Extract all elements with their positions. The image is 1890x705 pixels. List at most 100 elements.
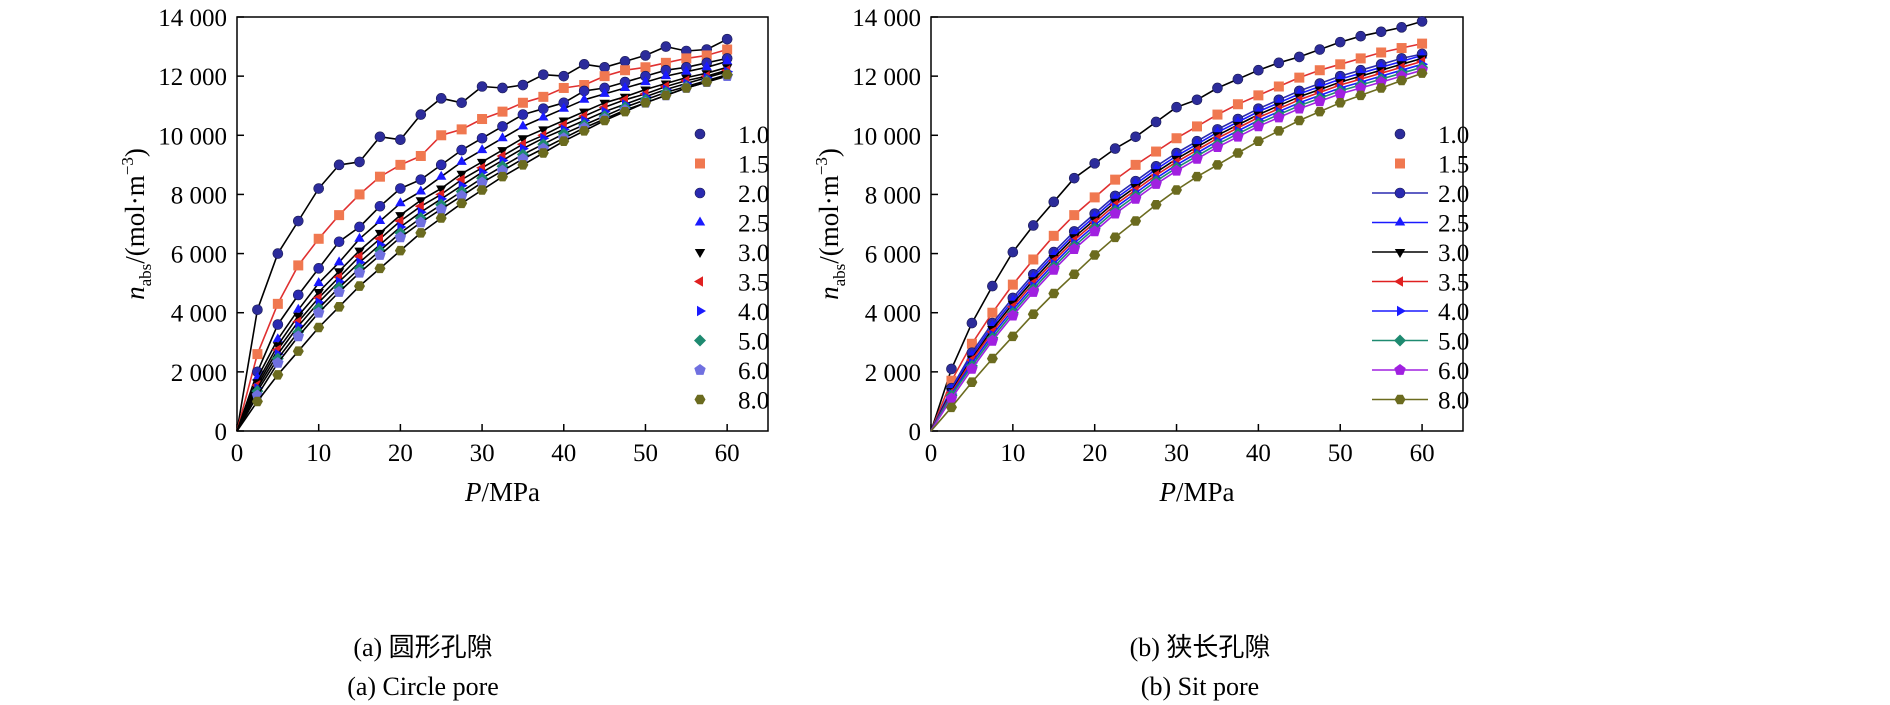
data-point [517,120,529,130]
x-tick-label: 60 [1410,440,1435,467]
data-point [721,69,733,80]
data-point [313,306,325,318]
data-point [1007,246,1019,258]
data-point [1150,200,1162,210]
caption-b-en: (b) Sit pore [1141,672,1259,701]
series-8.0 [236,69,733,432]
data-point [1293,115,1305,126]
data-point [374,229,386,239]
data-point [1130,159,1141,170]
y-tick-label: 14 000 [158,5,227,32]
series-2.5 [236,55,733,432]
data-point [640,76,651,86]
legend-item-3.0: 3.0 [1372,240,1469,267]
legend-item-2.5: 2.5 [1372,211,1469,238]
series-1.5 [236,44,733,432]
legend-marker [1394,187,1406,199]
data-point [1232,73,1244,85]
data-point [333,302,345,312]
data-point [415,197,426,207]
legend-marker [1394,216,1406,226]
data-point [477,114,488,125]
legend-item-6.0: 6.0 [694,358,769,385]
data-point [986,334,999,346]
legend-marker [694,394,706,405]
data-point [1089,192,1100,203]
data-point [1151,146,1162,157]
data-point [1417,38,1428,49]
data-point [660,57,671,68]
legend-label: 4.0 [1438,299,1469,326]
data-point [292,346,304,356]
legend-marker [694,216,706,226]
data-point [1068,269,1080,279]
legend-label: 2.0 [738,181,769,208]
fit-curve [930,66,1423,432]
data-point [252,304,263,316]
y-tick-label: 10 000 [852,123,921,150]
data-point [353,251,363,262]
data-point [394,245,406,256]
data-point [272,298,283,309]
data-point [1273,57,1285,69]
data-point [558,102,569,112]
data-point [620,65,631,76]
data-point [1089,250,1101,260]
data-point [660,70,672,80]
legend-label: 8.0 [1438,388,1469,415]
data-point [538,111,549,121]
legend-marker [694,276,703,287]
data-point [415,185,426,195]
data-point [252,349,263,360]
data-point [1232,99,1243,110]
legend-marker [694,334,706,347]
data-point [599,71,610,82]
data-point [1171,133,1182,144]
data-point [353,266,366,278]
legend-label: 1.0 [738,122,769,149]
data-point [1396,75,1408,86]
legend-item-6.0: 6.0 [1372,358,1469,385]
data-point [334,210,345,221]
data-point [1191,171,1203,182]
legend-marker [697,305,706,317]
y-tick-label: 12 000 [852,64,921,91]
data-point [455,174,465,185]
data-point [1048,263,1060,275]
data-point [333,286,345,297]
legend-label: 8.0 [738,388,769,415]
y-tick-label: 12 000 [158,64,227,91]
legend-label: 2.5 [1438,211,1469,238]
data-point [1191,152,1203,164]
data-point [1150,116,1162,128]
legend-marker [1394,128,1406,140]
data-point [986,353,998,364]
legend-marker [694,187,706,199]
data-point [313,322,325,333]
fit-curve [930,63,1423,432]
data-point [272,319,284,330]
legend-label: 3.5 [738,270,769,297]
data-point [1171,101,1182,113]
data-point [497,106,508,117]
data-point [435,203,447,215]
data-point [578,59,590,70]
legend-label: 5.0 [738,329,769,356]
data-point [966,377,978,387]
legend-item-1.5: 1.5 [1395,152,1469,179]
data-point [354,281,365,291]
data-point [456,97,467,109]
data-point [1314,44,1326,55]
legend-item-1.0: 1.0 [1394,122,1469,149]
data-point [1314,106,1326,117]
data-point [415,174,427,185]
series-1.0 [236,33,733,432]
fit-curve [930,57,1423,432]
legend-marker [1394,364,1406,375]
data-point [292,330,304,342]
data-point [497,132,508,142]
x-tick-label: 0 [925,440,938,467]
fit-curve [930,42,1423,432]
series-6.0 [930,64,1428,432]
